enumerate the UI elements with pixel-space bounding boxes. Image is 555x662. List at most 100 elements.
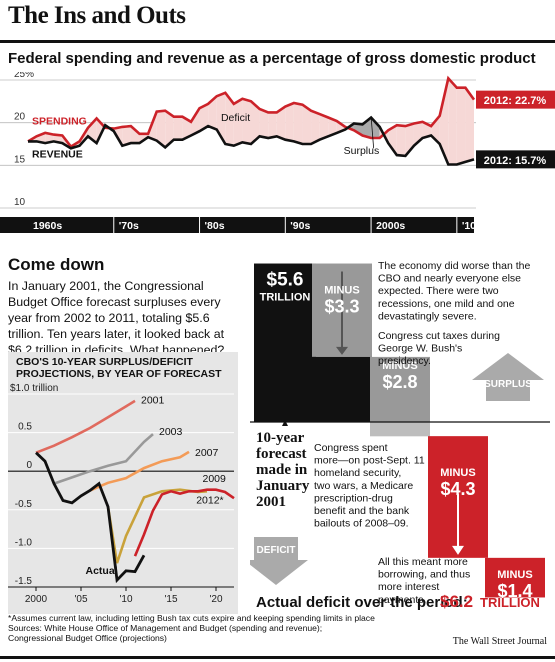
x-tick-label: '15 <box>164 594 177 605</box>
deficit-area <box>276 106 286 140</box>
deficit-area <box>251 101 260 144</box>
forecast-caption: January <box>256 478 310 494</box>
deficit-arrow <box>250 537 308 585</box>
y-tick-label: 20 <box>14 112 26 123</box>
note-spending: two wars, a Medicare <box>314 480 413 492</box>
total-value: $6.2 <box>440 592 473 610</box>
deficit-area <box>311 110 320 144</box>
deficit-area <box>319 114 329 140</box>
spending-revenue-chart: 25% 20 15 10 SPENDING REVENUE Deficit Surplus 20… <box>0 72 555 233</box>
come-down-body: In January 2001, the Congressional Budge… <box>8 279 225 357</box>
bar-value-label: $4.3 <box>440 479 475 499</box>
x-tick-label: 2000s <box>376 220 405 232</box>
deficit-area <box>190 108 200 136</box>
deficit-area <box>293 103 303 144</box>
note-interest: All this meant more <box>378 556 468 568</box>
bar-value-label: $3.3 <box>324 297 359 317</box>
deficit-area <box>388 125 397 156</box>
x-tick-label: '05 <box>74 594 87 605</box>
cbo-projections-chart: $1.0 trillion 0.5 0 -0.5 -1.0 -1.5 2000 '05 '10 '… <box>8 383 235 605</box>
x-tick-label: '70s <box>119 220 139 232</box>
deficit-area <box>448 78 457 165</box>
deficit-area <box>122 126 131 146</box>
y-tick-label: 10 <box>14 197 26 208</box>
note-spending: homeland security, <box>314 467 401 479</box>
deficit-area <box>259 109 269 139</box>
bar-forecast <box>254 263 316 422</box>
deficit-area <box>285 103 294 142</box>
chart1-subtitle: Federal spending and revenue as a percen… <box>8 50 536 67</box>
arrow-head <box>452 545 464 555</box>
bar-value-label: $1.4 <box>497 581 532 601</box>
note-taxes: Congress cut taxes during <box>378 330 500 342</box>
note-economy: recessions, one mild and one <box>378 298 515 310</box>
deficit-area <box>156 110 166 148</box>
y-tick-label: $1.0 trillion <box>10 383 58 394</box>
deficit-area <box>199 103 209 132</box>
note-economy: devastatingly severe. <box>378 310 477 322</box>
projection-line <box>53 433 154 485</box>
series-label: 2012* <box>196 495 223 507</box>
deficit-area <box>208 96 217 130</box>
forecast-unit: TRILLION <box>260 292 311 304</box>
end-label-box-revenue <box>476 150 555 169</box>
deficit-area <box>465 87 474 162</box>
note-economy: The economy did worse than the <box>378 260 530 272</box>
y-tick-label: -0.5 <box>15 499 33 510</box>
y-tick-label: -1.0 <box>15 537 33 548</box>
annotation-surplus: Surplus <box>344 145 380 157</box>
projection-line <box>35 399 136 454</box>
series-label: 2009 <box>203 473 227 485</box>
note-taxes: presidency. <box>378 355 431 367</box>
series-label: 2007 <box>195 447 219 459</box>
credit: The Wall Street Journal <box>452 636 547 647</box>
bar-remaining <box>312 356 372 422</box>
surplus-arrow <box>472 353 544 401</box>
deficit-area <box>173 116 183 140</box>
note-spending: more—on post-Sept. 11 <box>314 455 425 467</box>
y-tick-label: 25% <box>14 72 34 80</box>
y-tick-label: -1.5 <box>15 576 33 587</box>
surplus-leader <box>370 116 375 149</box>
footnote-assumption: *Assumes current law, including letting … <box>8 613 375 623</box>
projection-line <box>133 488 235 557</box>
forecast-value: $5.6 <box>267 270 304 291</box>
annotation-deficit: Deficit <box>221 112 250 124</box>
spending-line <box>27 75 476 149</box>
surplus-area <box>353 123 363 136</box>
x-tick-label: 2000 <box>25 594 48 605</box>
series-label-revenue: REVENUE <box>32 149 83 161</box>
deficit-area <box>165 110 174 148</box>
x-tick-label: '10 <box>119 594 132 605</box>
deficit-area <box>130 126 140 144</box>
projections-panel <box>8 352 238 614</box>
total-label: Actual deficit over the period: <box>256 594 468 610</box>
projection-line <box>89 450 190 492</box>
bar-minus-label: MINUS <box>324 285 359 297</box>
footnotes: *Assumes current law, including letting … <box>8 613 388 644</box>
forecast-pointer <box>282 420 288 426</box>
note-interest: borrowing, and thus <box>378 569 470 581</box>
note-interest: more interest <box>378 581 439 593</box>
total-unit: TRILLION <box>480 595 540 610</box>
bar-tax-below <box>370 422 430 437</box>
surplus-label: SURPLUS <box>484 379 532 390</box>
y-tick-label: 15 <box>14 154 26 165</box>
deficit-label: DEFICIT <box>257 545 296 556</box>
note-spending: benefit and the bank <box>314 505 410 517</box>
projections-title: CBO'S 10-YEAR SURPLUS/DEFICIT PROJECTION… <box>16 356 222 380</box>
bar-interest <box>485 557 545 598</box>
series-label: 2003 <box>159 426 183 438</box>
x-tick-label: '20 <box>209 594 222 605</box>
x-tick-label: 1960s <box>33 220 62 232</box>
come-down-heading: Come down <box>8 255 105 274</box>
note-spending: bailouts of 2008–09. <box>314 518 409 530</box>
note-economy: CBO and nearly everyone else <box>378 273 521 285</box>
note-interest: payments. <box>378 594 426 606</box>
x-tick-label: '90s <box>290 220 310 232</box>
end-label-spending: 2012: 22.7% <box>484 95 547 107</box>
deficit-area <box>268 112 277 139</box>
end-label-box-spending <box>476 90 555 109</box>
deficit-area <box>396 125 406 156</box>
deficit-area <box>328 117 337 137</box>
